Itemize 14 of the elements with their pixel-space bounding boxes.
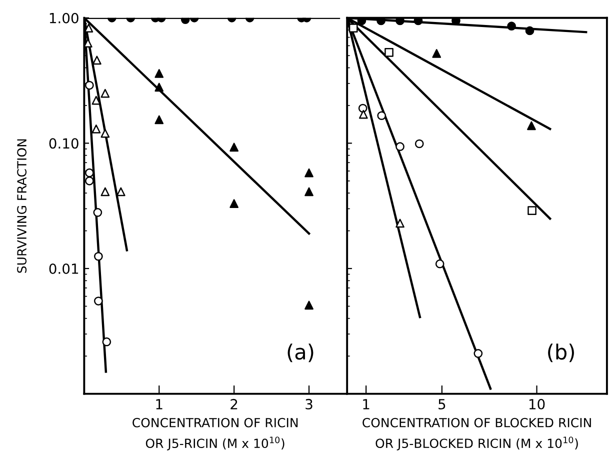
- x-tick-label: 10: [529, 398, 545, 410]
- annotation: (a): [288, 344, 314, 362]
- y-tick-label: 1.00: [50, 12, 78, 24]
- y-tick-label: 0.01: [49, 263, 78, 274]
- x-axis-title: CONCENTRATION OF BLOCKED RICIN OR J5-BLOCKED RICIN (M x 10$^{10}$): [362, 418, 591, 450]
- y-axis-title: SURVIVING FRACTION: [17, 139, 27, 273]
- x-tick-label: 3: [306, 398, 312, 410]
- x-tick-label: 5: [438, 399, 446, 410]
- x-tick-label: 2: [230, 398, 238, 410]
- x-axis-title: CONCENTRATION OF RICIN OR J5-RICIN (M x 10$^{10}$): [132, 418, 298, 450]
- annotation: (b): [548, 344, 574, 362]
- x-tick-label: 1: [363, 399, 370, 410]
- x-tick-label: 1: [156, 399, 162, 410]
- y-tick-label: 0.10: [49, 138, 78, 149]
